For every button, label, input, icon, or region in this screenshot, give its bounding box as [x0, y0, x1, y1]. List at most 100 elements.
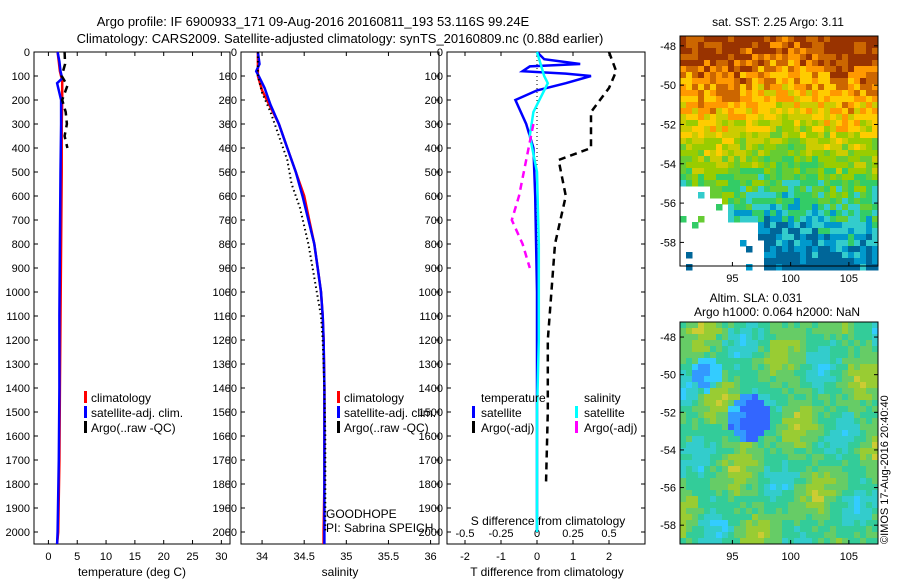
heatmap-cell	[806, 460, 813, 467]
heatmap-cell	[692, 96, 699, 103]
heatmap-cell	[716, 526, 723, 533]
heatmap-cell	[686, 328, 693, 335]
heatmap-cell	[800, 84, 807, 91]
imos-credit: ©IMOS 17-Aug-2016 20:40:40	[879, 395, 891, 544]
heatmap-cell	[692, 174, 699, 181]
series-line	[544, 51, 618, 485]
heatmap-cell	[686, 132, 693, 139]
heatmap-cell	[704, 150, 711, 157]
heatmap-cell	[716, 328, 723, 335]
heatmap-cell	[746, 346, 753, 353]
heatmap-cell	[734, 502, 741, 509]
heatmap-cell	[728, 346, 735, 353]
temperature-xlabel: temperature (deg C)	[78, 565, 186, 579]
heatmap-cell	[770, 216, 777, 223]
heatmap-cell	[860, 442, 867, 449]
y-tick-label: 1600	[213, 431, 237, 443]
heatmap-cell	[734, 520, 741, 527]
heatmap-cell	[680, 84, 687, 91]
heatmap-cell	[854, 54, 861, 61]
heatmap-cell	[686, 108, 693, 115]
heatmap-cell	[812, 48, 819, 55]
heatmap-cell	[698, 532, 705, 539]
heatmap-cell	[860, 78, 867, 85]
heatmap-cell	[794, 180, 801, 187]
heatmap-cell	[818, 376, 825, 383]
heatmap-cell	[836, 526, 843, 533]
heatmap-cell	[788, 406, 795, 413]
heatmap-cell	[872, 346, 879, 353]
heatmap-cell	[794, 48, 801, 55]
heatmap-cell	[848, 496, 855, 503]
heatmap-cell	[866, 42, 873, 49]
heatmap-cell	[824, 478, 831, 485]
legend-label: Argo(-adj)	[584, 421, 637, 435]
heatmap-cell	[854, 228, 861, 235]
heatmap-cell	[782, 490, 789, 497]
difference-xlabel: T difference from climatology	[470, 565, 624, 579]
heatmap-cell	[866, 36, 873, 43]
heatmap-cell	[848, 394, 855, 401]
heatmap-cell	[818, 358, 825, 365]
heatmap-cell	[872, 252, 879, 259]
heatmap-cell	[800, 66, 807, 73]
heatmap-cell	[806, 484, 813, 491]
x-tick-label: 0	[45, 551, 51, 563]
heatmap-cell	[812, 526, 819, 533]
heatmap-cell	[752, 156, 759, 163]
heatmap-cell	[800, 234, 807, 241]
heatmap-cell	[758, 526, 765, 533]
heatmap-cell	[698, 36, 705, 43]
heatmap-cell	[854, 472, 861, 479]
heatmap-cell	[872, 66, 879, 73]
heatmap-cell	[842, 406, 849, 413]
heatmap-cell	[824, 156, 831, 163]
heatmap-cell	[704, 84, 711, 91]
heatmap-cell	[776, 442, 783, 449]
heatmap-cell	[770, 90, 777, 97]
heatmap-cell	[812, 138, 819, 145]
heatmap-cell	[830, 502, 837, 509]
heatmap-cell	[782, 210, 789, 217]
heatmap-cell	[794, 484, 801, 491]
y-tick-label: 800	[425, 239, 443, 251]
heatmap-cell	[680, 72, 687, 79]
heatmap-cell	[692, 430, 699, 437]
heatmap-cell	[842, 258, 849, 265]
heatmap-cell	[770, 114, 777, 121]
heatmap-cell	[698, 132, 705, 139]
heatmap-cell	[776, 48, 783, 55]
heatmap-cell	[698, 370, 705, 377]
heatmap-cell	[812, 406, 819, 413]
heatmap-cell	[710, 364, 717, 371]
lat-tick-label: -58	[660, 520, 676, 532]
heatmap-cell	[782, 138, 789, 145]
heatmap-cell	[800, 370, 807, 377]
heatmap-cell	[758, 114, 765, 121]
heatmap-cell	[692, 436, 699, 443]
heatmap-cell	[764, 36, 771, 43]
heatmap-cell	[848, 424, 855, 431]
heatmap-cell	[776, 478, 783, 485]
heatmap-cell	[752, 370, 759, 377]
heatmap-cell	[734, 526, 741, 533]
heatmap-cell	[860, 66, 867, 73]
heatmap-cell	[728, 526, 735, 533]
heatmap-cell	[740, 240, 747, 247]
heatmap-cell	[872, 222, 879, 229]
heatmap-cell	[734, 210, 741, 217]
heatmap-cell	[728, 496, 735, 503]
heatmap-cell	[824, 222, 831, 229]
heatmap-cell	[710, 352, 717, 359]
heatmap-cell	[740, 90, 747, 97]
heatmap-cell	[830, 102, 837, 109]
heatmap-cell	[794, 382, 801, 389]
heatmap-cell	[836, 418, 843, 425]
heatmap-cell	[770, 42, 777, 49]
heatmap-cell	[860, 532, 867, 539]
heatmap-cell	[752, 526, 759, 533]
heatmap-cell	[782, 84, 789, 91]
heatmap-cell	[794, 90, 801, 97]
heatmap-cell	[686, 538, 693, 545]
heatmap-cell	[782, 442, 789, 449]
